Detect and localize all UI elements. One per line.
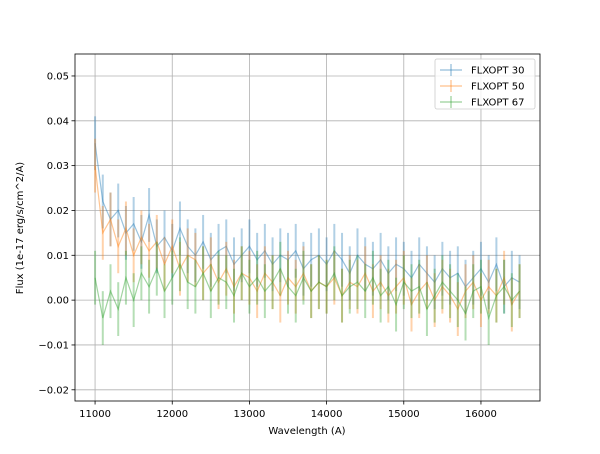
legend-label: FLXOPT 67	[471, 98, 524, 109]
series-line	[94, 143, 520, 288]
plot-area	[94, 116, 521, 345]
series-flxopt-30	[94, 116, 521, 314]
x-axis-label: Wavelength (A)	[268, 426, 345, 437]
legend: FLXOPT 30 FLXOPT 50 FLXOPT 67	[434, 58, 536, 110]
y-tick-label: 0.02	[47, 206, 69, 217]
y-tick-label: −0.01	[38, 340, 69, 351]
y-tick-label: 0.03	[47, 161, 69, 172]
series-flxopt-67	[94, 237, 521, 345]
x-tick-label: 15000	[388, 409, 420, 420]
series-flxopt-50	[94, 138, 521, 336]
x-tick-label: 14000	[311, 409, 343, 420]
y-tick-label: 0.00	[47, 296, 69, 307]
y-tick-label: −0.02	[38, 385, 69, 396]
legend-label: FLXOPT 50	[471, 82, 524, 93]
legend-label: FLXOPT 30	[471, 66, 524, 77]
y-axis-label: Flux (1e-17 erg/s/cm^2/A)	[15, 162, 26, 294]
series-line	[94, 165, 521, 311]
y-tick-label: 0.01	[47, 251, 69, 262]
ticks: 11000 12000 13000 14000 15000 16000 −0.02 −0.01…	[38, 71, 497, 420]
grid	[75, 54, 540, 401]
x-tick-label: 16000	[465, 409, 497, 420]
legend-frame	[434, 58, 536, 110]
x-tick-label: 13000	[234, 409, 266, 420]
series-line	[94, 262, 521, 321]
y-tick-label: 0.05	[47, 71, 69, 82]
x-tick-label: 11000	[79, 409, 111, 420]
axes-frame	[74, 53, 541, 402]
x-tick-label: 12000	[156, 409, 188, 420]
y-tick-label: 0.04	[47, 116, 69, 127]
